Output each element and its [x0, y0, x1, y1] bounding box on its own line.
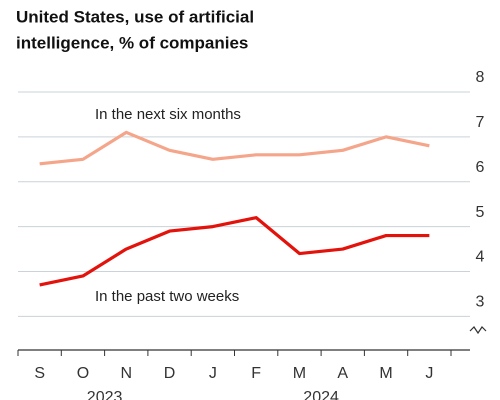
y-tick-label: 8	[476, 69, 485, 86]
series-line	[39, 130, 430, 166]
series-line	[39, 216, 430, 287]
series-label: In the next six months	[95, 106, 241, 123]
y-tick-label: 6	[476, 159, 485, 176]
series-label: In the past two weeks	[95, 288, 239, 305]
axis-break	[469, 326, 487, 335]
y-tick-label: 7	[476, 114, 485, 131]
chart-title: intelligence, % of companies	[16, 33, 248, 52]
x-tick-label: S	[34, 365, 45, 382]
x-tick-label: J	[425, 365, 433, 382]
y-tick-label: 3	[476, 294, 485, 311]
x-tick-label: A	[337, 365, 348, 382]
chart-title: United States, use of artificial	[16, 7, 254, 26]
y-tick-label: 5	[476, 204, 485, 221]
year-label: 2023	[87, 389, 123, 400]
x-tick-label: M	[379, 365, 392, 382]
x-tick-label: M	[293, 365, 306, 382]
x-tick-label: J	[209, 365, 217, 382]
year-label: 2024	[303, 389, 339, 400]
x-tick-label: D	[164, 365, 176, 382]
x-tick-label: O	[77, 365, 89, 382]
x-tick-label: F	[251, 365, 261, 382]
y-tick-label: 4	[476, 249, 485, 266]
x-tick-label: N	[120, 365, 132, 382]
